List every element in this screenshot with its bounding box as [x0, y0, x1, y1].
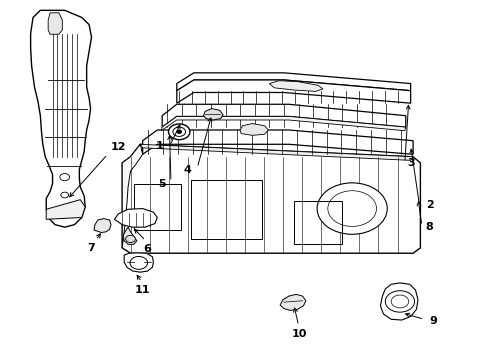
Polygon shape	[161, 116, 406, 131]
Bar	[192, 180, 262, 239]
Circle shape	[385, 291, 415, 312]
Polygon shape	[30, 10, 92, 227]
Bar	[134, 184, 181, 230]
Polygon shape	[177, 73, 411, 91]
Polygon shape	[115, 208, 157, 227]
Text: 4: 4	[184, 165, 192, 175]
Polygon shape	[122, 144, 143, 248]
Text: 10: 10	[292, 329, 307, 339]
Text: 12: 12	[111, 142, 126, 152]
Text: 3: 3	[407, 158, 415, 168]
Text: 2: 2	[426, 200, 434, 210]
Polygon shape	[94, 219, 111, 233]
Circle shape	[177, 130, 182, 134]
Text: 9: 9	[429, 316, 437, 326]
Polygon shape	[280, 294, 306, 310]
Polygon shape	[162, 104, 406, 127]
Polygon shape	[46, 200, 85, 219]
Polygon shape	[143, 130, 413, 154]
Polygon shape	[177, 80, 411, 103]
Polygon shape	[124, 253, 153, 272]
Circle shape	[60, 174, 70, 181]
Polygon shape	[240, 123, 269, 135]
Circle shape	[328, 191, 376, 226]
Bar	[294, 202, 343, 244]
Circle shape	[173, 127, 186, 136]
Circle shape	[317, 183, 387, 234]
Text: 5: 5	[158, 179, 166, 189]
Polygon shape	[122, 144, 420, 253]
Text: 6: 6	[144, 244, 151, 253]
Circle shape	[61, 192, 69, 198]
Text: 8: 8	[425, 222, 433, 232]
Text: 11: 11	[135, 285, 150, 296]
Polygon shape	[380, 283, 418, 320]
Circle shape	[169, 124, 190, 140]
Circle shape	[391, 295, 409, 308]
Circle shape	[125, 235, 135, 243]
Text: 1: 1	[155, 141, 163, 151]
Polygon shape	[48, 13, 62, 34]
Polygon shape	[270, 81, 323, 91]
Text: 7: 7	[88, 243, 96, 252]
Circle shape	[130, 256, 147, 269]
Polygon shape	[203, 109, 223, 120]
Polygon shape	[140, 144, 413, 160]
Polygon shape	[123, 227, 137, 244]
